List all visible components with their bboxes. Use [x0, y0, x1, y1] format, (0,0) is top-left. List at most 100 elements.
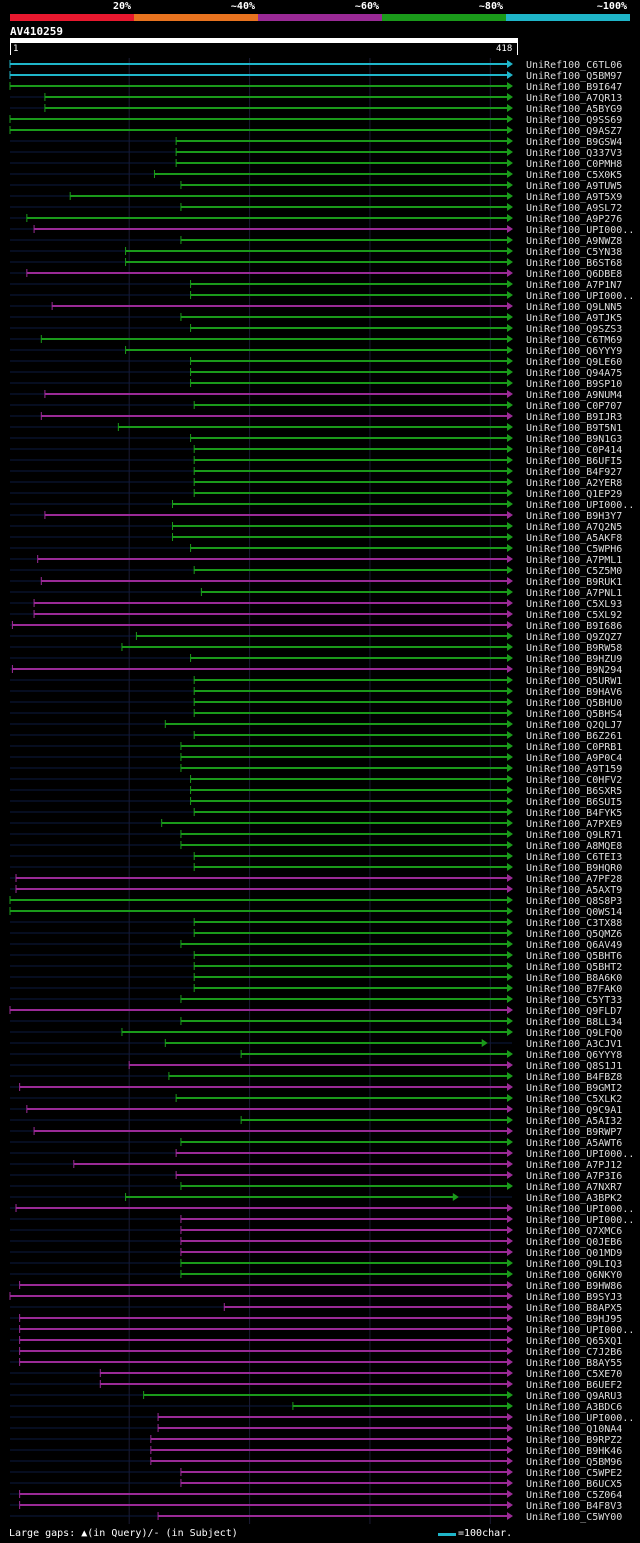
hit-label[interactable]: UniRef100_B4F927 — [526, 467, 622, 478]
hit-label[interactable]: UniRef100_B8LL34 — [526, 1017, 622, 1028]
hit-label[interactable]: UniRef100_Q10NA4 — [526, 1424, 622, 1435]
hit-label[interactable]: UniRef100_B6UCX5 — [526, 1479, 622, 1490]
hit-label[interactable]: UniRef100_UPI000.. — [526, 1149, 634, 1160]
hit-label[interactable]: UniRef100_UPI000.. — [526, 1325, 634, 1336]
hit-label[interactable]: UniRef100_Q01MD9 — [526, 1248, 622, 1259]
hit-label[interactable]: UniRef100_A9NWZ8 — [526, 236, 622, 247]
hit-label[interactable]: UniRef100_A7Q2N5 — [526, 522, 622, 533]
hit-label[interactable]: UniRef100_B6SXR5 — [526, 786, 622, 797]
hit-label[interactable]: UniRef100_A3BPK2 — [526, 1193, 622, 1204]
hit-label[interactable]: UniRef100_A5AKF8 — [526, 533, 622, 544]
hit-label[interactable]: UniRef100_C6TM69 — [526, 335, 622, 346]
hit-label[interactable]: UniRef100_B9HAV6 — [526, 687, 622, 698]
hit-label[interactable]: UniRef100_Q1EP29 — [526, 489, 622, 500]
hit-label[interactable]: UniRef100_B9N1G3 — [526, 434, 622, 445]
hit-label[interactable]: UniRef100_A7PNL1 — [526, 588, 622, 599]
hit-label[interactable]: UniRef100_B9HJ95 — [526, 1314, 622, 1325]
hit-label[interactable]: UniRef100_A3CJV1 — [526, 1039, 622, 1050]
hit-label[interactable]: UniRef100_A3BDC6 — [526, 1402, 622, 1413]
hit-label[interactable]: UniRef100_B6ST68 — [526, 258, 622, 269]
hit-label[interactable]: UniRef100_Q5BHS4 — [526, 709, 622, 720]
hit-label[interactable]: UniRef100_C3TX88 — [526, 918, 622, 929]
hit-label[interactable]: UniRef100_Q7XMC6 — [526, 1226, 622, 1237]
hit-label[interactable]: UniRef100_Q94A75 — [526, 368, 622, 379]
hit-label[interactable]: UniRef100_Q9ASZ7 — [526, 126, 622, 137]
hit-label[interactable]: UniRef100_C5WPH6 — [526, 544, 622, 555]
hit-label[interactable]: UniRef100_C6TEI3 — [526, 852, 622, 863]
hit-label[interactable]: UniRef100_C0PRB1 — [526, 742, 622, 753]
hit-label[interactable]: UniRef100_B9SYJ3 — [526, 1292, 622, 1303]
hit-label[interactable]: UniRef100_A9P276 — [526, 214, 622, 225]
hit-label[interactable]: UniRef100_A7PJ12 — [526, 1160, 622, 1171]
hit-label[interactable]: UniRef100_Q5QMZ6 — [526, 929, 622, 940]
hit-label[interactable]: UniRef100_A9TUW5 — [526, 181, 622, 192]
hit-label[interactable]: UniRef100_B9GMI2 — [526, 1083, 622, 1094]
hit-label[interactable]: UniRef100_A7PXE9 — [526, 819, 622, 830]
hit-label[interactable]: UniRef100_B6UFI5 — [526, 456, 622, 467]
hit-label[interactable]: UniRef100_Q6DBE8 — [526, 269, 622, 280]
hit-label[interactable]: UniRef100_A7P1N7 — [526, 280, 622, 291]
hit-label[interactable]: UniRef100_A2YER8 — [526, 478, 622, 489]
hit-label[interactable]: UniRef100_B6SUI5 — [526, 797, 622, 808]
hit-label[interactable]: UniRef100_B4FBZ8 — [526, 1072, 622, 1083]
hit-label[interactable]: UniRef100_A9NUM4 — [526, 390, 622, 401]
hit-label[interactable]: UniRef100_UPI000.. — [526, 500, 634, 511]
hit-label[interactable]: UniRef100_Q5BHU0 — [526, 698, 622, 709]
hit-label[interactable]: UniRef100_Q8S1J1 — [526, 1061, 622, 1072]
hit-label[interactable]: UniRef100_B7FAK0 — [526, 984, 622, 995]
hit-label[interactable]: UniRef100_Q9FLD7 — [526, 1006, 622, 1017]
hit-label[interactable]: UniRef100_A9T5X9 — [526, 192, 622, 203]
hit-label[interactable]: UniRef100_B9SP10 — [526, 379, 622, 390]
hit-label[interactable]: UniRef100_A7NXR7 — [526, 1182, 622, 1193]
hit-label[interactable]: UniRef100_C7J2B6 — [526, 1347, 622, 1358]
hit-label[interactable]: UniRef100_A9P0C4 — [526, 753, 622, 764]
hit-label[interactable]: UniRef100_Q9LE60 — [526, 357, 622, 368]
hit-label[interactable]: UniRef100_C0P414 — [526, 445, 622, 456]
hit-label[interactable]: UniRef100_B9RPZ2 — [526, 1435, 622, 1446]
hit-label[interactable]: UniRef100_UPI000.. — [526, 1215, 634, 1226]
hit-label[interactable]: UniRef100_B9GSW4 — [526, 137, 622, 148]
hit-label[interactable]: UniRef100_C0PMH8 — [526, 159, 622, 170]
hit-label[interactable]: UniRef100_B9IJR3 — [526, 412, 622, 423]
hit-label[interactable]: UniRef100_B9I686 — [526, 621, 622, 632]
hit-label[interactable]: UniRef100_C5X0K5 — [526, 170, 622, 181]
hit-label[interactable]: UniRef100_A8MQE8 — [526, 841, 622, 852]
hit-label[interactable]: UniRef100_C5WPE2 — [526, 1468, 622, 1479]
hit-label[interactable]: UniRef100_Q6AV49 — [526, 940, 622, 951]
hit-label[interactable]: UniRef100_A5AI32 — [526, 1116, 622, 1127]
hit-label[interactable]: UniRef100_A5AWT6 — [526, 1138, 622, 1149]
hit-label[interactable]: UniRef100_B6Z261 — [526, 731, 622, 742]
hit-label[interactable]: UniRef100_Q6YYY9 — [526, 346, 622, 357]
hit-label[interactable]: UniRef100_Q9ARU3 — [526, 1391, 622, 1402]
hit-label[interactable]: UniRef100_Q5URW1 — [526, 676, 622, 687]
hit-label[interactable]: UniRef100_B9RW58 — [526, 643, 622, 654]
hit-label[interactable]: UniRef100_B9HQR0 — [526, 863, 622, 874]
hit-label[interactable]: UniRef100_B9RWP7 — [526, 1127, 622, 1138]
hit-label[interactable]: UniRef100_B8AY55 — [526, 1358, 622, 1369]
hit-label[interactable]: UniRef100_C5Z064 — [526, 1490, 622, 1501]
hit-label[interactable]: UniRef100_Q5BM96 — [526, 1457, 622, 1468]
hit-label[interactable]: UniRef100_UPI000.. — [526, 291, 634, 302]
hit-label[interactable]: UniRef100_C5YT33 — [526, 995, 622, 1006]
hit-label[interactable]: UniRef100_C5XE70 — [526, 1369, 622, 1380]
hit-label[interactable]: UniRef100_B9HZU9 — [526, 654, 622, 665]
hit-label[interactable]: UniRef100_Q0JEB6 — [526, 1237, 622, 1248]
hit-label[interactable]: UniRef100_Q8S8P3 — [526, 896, 622, 907]
hit-label[interactable]: UniRef100_Q337V3 — [526, 148, 622, 159]
hit-label[interactable]: UniRef100_Q0WS14 — [526, 907, 622, 918]
hit-label[interactable]: UniRef100_A9SL72 — [526, 203, 622, 214]
hit-label[interactable]: UniRef100_C0HFV2 — [526, 775, 622, 786]
hit-label[interactable]: UniRef100_B8A6K0 — [526, 973, 622, 984]
hit-label[interactable]: UniRef100_A7PML1 — [526, 555, 622, 566]
hit-label[interactable]: UniRef100_C5WY00 — [526, 1512, 622, 1523]
hit-label[interactable]: UniRef100_Q9ZQZ7 — [526, 632, 622, 643]
hit-label[interactable]: UniRef100_UPI000.. — [526, 1204, 634, 1215]
hit-label[interactable]: UniRef100_B9H3Y7 — [526, 511, 622, 522]
hit-label[interactable]: UniRef100_A5AXT9 — [526, 885, 622, 896]
hit-label[interactable]: UniRef100_C6TL06 — [526, 60, 622, 71]
hit-label[interactable]: UniRef100_Q9LR71 — [526, 830, 622, 841]
hit-label[interactable]: UniRef100_B4F8V3 — [526, 1501, 622, 1512]
hit-label[interactable]: UniRef100_Q9LFQ0 — [526, 1028, 622, 1039]
hit-label[interactable]: UniRef100_Q9LIQ3 — [526, 1259, 622, 1270]
hit-label[interactable]: UniRef100_B8APX5 — [526, 1303, 622, 1314]
